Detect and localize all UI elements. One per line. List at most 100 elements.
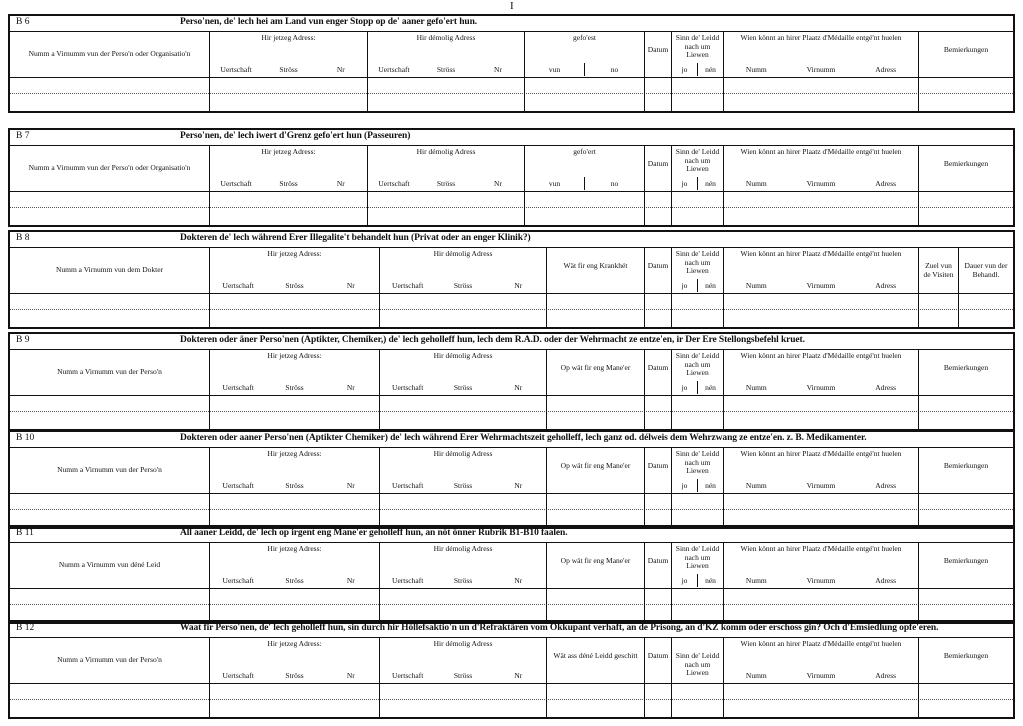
sub-labels: Uertschaft Ströss Nr [210, 177, 367, 190]
section-code: B 9 [16, 335, 30, 345]
sub-label: Ströss [279, 65, 298, 74]
sub-label: Nr [514, 671, 523, 680]
column: gefo'ert vun no [525, 146, 645, 225]
column: Bemierkungen [919, 146, 1013, 225]
header-rule [10, 683, 1013, 684]
column: gefo'est vun no [525, 32, 645, 111]
column: Sinn de' Leidd nach um Liewen jo nén [672, 350, 724, 429]
sub-label: Ströss [285, 671, 304, 680]
sub-label: Uertschaft [222, 281, 254, 290]
sub-labels: jo nén [672, 63, 723, 76]
sub-label: Adress [875, 576, 897, 585]
sub-label: Numm [745, 481, 767, 490]
form-section: B 7 Perso'nen, de' lech iwert d'Grenz gef… [8, 128, 1015, 227]
column-label: Sinn de' Leidd nach um Liewen [675, 544, 720, 570]
column-label: Wien könnt an hirer Plaatz d'Médaille en… [740, 544, 902, 553]
column-label: Wien könnt an hirer Plaatz d'Médaille en… [740, 33, 902, 42]
column-label: Hir démolig Adress [433, 351, 493, 360]
column: Datum [645, 146, 672, 225]
column-label: Hir démolig Adress [433, 249, 493, 258]
column-label: Sinn de' Leidd nach um Liewen [675, 249, 720, 275]
sub-label: Virnumm [806, 576, 836, 585]
column: Datum [645, 32, 672, 111]
sub-label: Uertschaft [222, 481, 254, 490]
column-label: Op wät fir eng Mane'er [560, 461, 631, 470]
column-label: Wien könnt an hirer Plaatz d'Médaille en… [740, 639, 902, 648]
column-label: Hir jetzeg Adress: [267, 449, 322, 458]
column-label: Numm a Virnumm vun der Perso'n oder Orga… [28, 49, 191, 58]
sub-label: Ströss [453, 671, 473, 680]
sub-labels: jo nén [672, 479, 723, 492]
column: Sinn de' Leidd nach um Liewen [672, 638, 724, 717]
column-label: Wät ass déné Leidd geschitt [553, 651, 638, 660]
sub-labels: Numm Virnumm Adress [724, 574, 918, 587]
sub-label: Numm [745, 671, 767, 680]
sub-label: Adress [875, 383, 897, 392]
column: Wien könnt an hirer Plaatz d'Médaille en… [724, 146, 919, 225]
column: Datum [645, 448, 672, 527]
column-label: Sinn de' Leidd nach um Liewen [675, 147, 720, 173]
section-title: Dokteren oder aaner Perso'nen (Aptikter … [180, 433, 867, 443]
sub-label: Nr [494, 179, 502, 188]
column-label: Bemierkungen [943, 45, 989, 54]
sub-label: Ströss [436, 179, 456, 188]
sub-label: Uertschaft [222, 576, 254, 585]
column: Hir jetzeg Adress: Uertschaft Ströss Nr [210, 448, 380, 527]
form-section: B 6 Perso'nen, de' lech hei am Land vun e… [8, 14, 1015, 113]
sub-label: Virnumm [806, 481, 836, 490]
sub-labels: Numm Virnumm Adress [724, 669, 918, 682]
section-code: B 12 [16, 623, 35, 633]
sub-label: Adress [875, 671, 897, 680]
sub-label: jo [672, 381, 698, 394]
column-label: Hir jetzeg Adress: [267, 351, 322, 360]
sub-label: Ströss [285, 281, 304, 290]
sub-labels: Uertschaft Ströss Nr [210, 381, 379, 394]
sub-label: nén [705, 65, 716, 74]
section-code: B 8 [16, 233, 30, 243]
column-label: Numm a Virnumm vun der Perso'n [57, 465, 162, 474]
header-rule [10, 191, 1013, 192]
column: Wien könnt an hirer Plaatz d'Médaille en… [724, 32, 919, 111]
section-header: B 11 All aaner Leidd, de' lech op irgent … [10, 527, 1013, 543]
sub-label: Numm [745, 179, 767, 188]
section-title: Dokteren oder äner Perso'nen (Aptikter, … [180, 335, 805, 345]
column-label: Datum [647, 651, 669, 660]
sub-labels: jo nén [672, 177, 723, 190]
column-label: gefo'ert [573, 147, 596, 156]
column-label: Hir jetzeg Adress: [267, 544, 322, 553]
sub-label: Ströss [436, 65, 456, 74]
column-label: Numm a Virnumm vun déné Leid [58, 560, 161, 569]
column-label: Hir démolig Adress [416, 147, 476, 156]
sub-label: jo [672, 177, 698, 190]
sub-label: Numm [745, 576, 767, 585]
column-label: Wien könnt an hirer Plaatz d'Médaille en… [740, 147, 902, 156]
column: Sinn de' Leidd nach um Liewen jo nén [672, 543, 724, 622]
column-label: Hir démolig Adress [433, 639, 493, 648]
column: Numm a Virnumm vun der Perso'n [10, 448, 210, 527]
sub-label: Uertschaft [220, 65, 252, 74]
sub-labels: Uertschaft Ströss Nr [368, 63, 524, 76]
column-label: Wien könnt an hirer Plaatz d'Médaille en… [740, 449, 902, 458]
sub-label: jo [672, 574, 698, 587]
sub-labels: Numm Virnumm Adress [724, 63, 918, 76]
section-title: Perso'nen, de' lech iwert d'Grenz gefo'e… [180, 131, 411, 141]
sub-label: nén [705, 383, 716, 392]
sub-label: Virnumm [806, 671, 836, 680]
column-label: Datum [647, 556, 669, 565]
dotted-rule [10, 604, 1013, 605]
column-label: Dauer vun der Behandl. [964, 261, 1008, 279]
sub-label: Uertschaft [378, 179, 410, 188]
dotted-rule [10, 509, 1013, 510]
form-section: B 10 Dokteren oder aaner Perso'nen (Aptik… [8, 430, 1015, 529]
sub-labels: jo nén [672, 381, 723, 394]
column: Bemierkungen [919, 543, 1013, 622]
column-label: Sinn de' Leidd nach um Liewen [675, 33, 720, 59]
column: Hir démolig Adress Uertschaft Ströss Nr [380, 448, 547, 527]
column-label: Datum [647, 45, 669, 54]
column: Hir jetzeg Adress: Uertschaft Ströss Nr [210, 543, 380, 622]
column: Bemierkungen [919, 638, 1013, 717]
sub-label: Ströss [453, 481, 473, 490]
sub-label: Ströss [453, 576, 473, 585]
column-label: Bemierkungen [943, 556, 989, 565]
column: Numm a Virnumm vun dem Dokter [10, 248, 210, 327]
